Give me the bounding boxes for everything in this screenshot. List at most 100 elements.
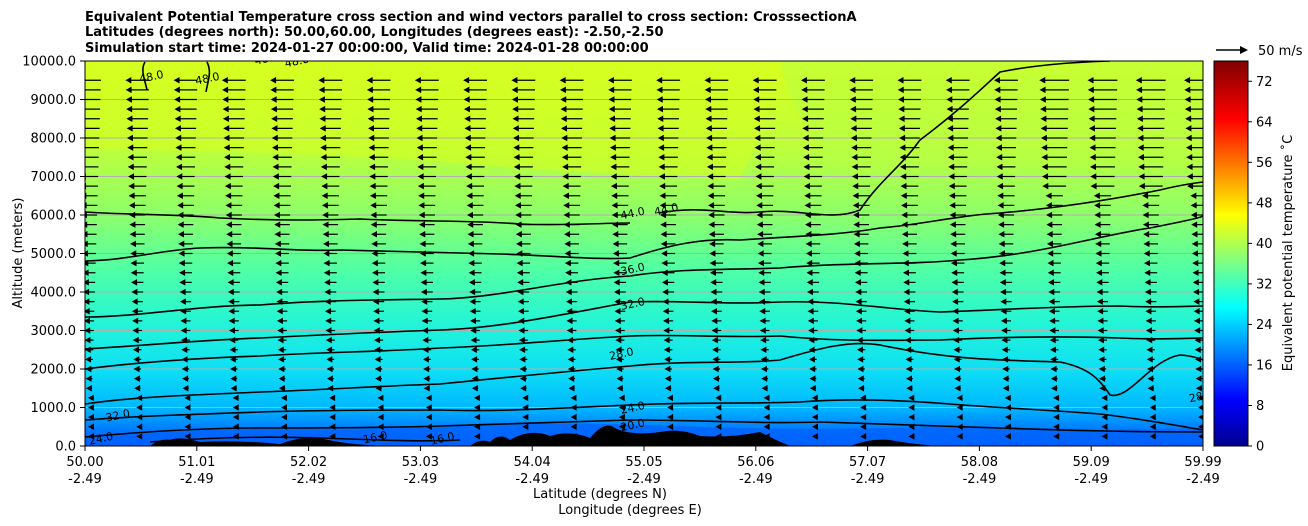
wind-arrow — [85, 317, 95, 325]
wind-arrow — [1002, 375, 1010, 382]
wind-arrow — [88, 433, 94, 440]
wind-arrow — [1146, 346, 1155, 353]
wind-arrow — [664, 385, 672, 392]
wind-arrow — [178, 250, 193, 257]
wind-arrow — [707, 182, 726, 190]
wind-arrow — [129, 221, 146, 228]
wind-arrow — [560, 115, 583, 122]
wind-arrow — [469, 288, 481, 296]
wind-arrow — [759, 327, 770, 334]
wind-arrow — [902, 250, 917, 257]
wind-arrow — [994, 105, 1018, 113]
wind-arrow — [611, 202, 629, 209]
wind-arrow — [755, 173, 774, 180]
wind-arrow — [232, 394, 239, 402]
wind-arrow — [1042, 182, 1067, 190]
y-axis-label: Altitude (meters) — [11, 198, 26, 309]
wind-arrow — [1101, 404, 1108, 411]
wind-arrow — [1090, 173, 1115, 180]
wind-arrow — [131, 308, 143, 315]
wind-arrow — [610, 173, 630, 180]
wind-arrow — [419, 221, 435, 228]
wind-arrow — [87, 394, 94, 402]
wind-arrow — [854, 259, 868, 267]
wind-arrow — [763, 423, 770, 430]
colorbar-ticks: 0 8 16 24 32 40 48 56 64 72 — [1248, 75, 1273, 455]
wind-arrow — [1192, 269, 1203, 276]
colorbar-tick-label: 56 — [1256, 156, 1273, 171]
wind-arrow — [377, 404, 384, 411]
wind-arrow — [274, 240, 290, 248]
wind-arrow — [1049, 317, 1060, 325]
x-tick-label-lat: 52.02 — [290, 455, 327, 470]
wind-arrow — [860, 404, 867, 411]
wind-arrow — [85, 137, 100, 139]
wind-arrow — [85, 98, 101, 101]
wind-arrow — [416, 144, 437, 151]
wind-arrow — [800, 77, 825, 84]
wind-arrow — [757, 259, 772, 267]
wind-arrow — [667, 404, 674, 411]
wind-arrow — [763, 394, 770, 402]
wind-arrow — [465, 144, 486, 151]
wind-arrow — [906, 385, 913, 392]
wind-arrow — [369, 192, 388, 199]
wind-arrow — [1041, 154, 1067, 161]
wind-arrow — [470, 346, 480, 353]
wind-arrow — [133, 375, 141, 382]
wind-arrow — [372, 269, 386, 276]
wind-arrow — [715, 423, 722, 430]
wind-arrow — [1095, 250, 1110, 257]
wind-arrow — [661, 269, 675, 276]
wind-arrow — [184, 404, 191, 411]
wind-arrow — [1101, 433, 1108, 440]
wind-arrow — [87, 404, 94, 411]
wind-arrow — [857, 356, 866, 363]
wind-arrow — [664, 375, 672, 382]
wind-arrow — [85, 89, 101, 91]
wind-arrow — [809, 365, 817, 373]
wind-arrow — [1142, 221, 1159, 228]
contour-label: 32.0 — [619, 295, 646, 313]
wind-arrow — [223, 144, 244, 151]
wind-arrow — [229, 346, 239, 353]
wind-arrow — [520, 385, 527, 392]
wind-arrow — [664, 356, 673, 363]
wind-arrow — [1001, 327, 1011, 334]
wind-arrow — [562, 182, 581, 190]
wind-arrow — [126, 115, 149, 122]
y-tick-label: 0.0 — [55, 440, 76, 455]
wind-arrow — [567, 336, 577, 344]
wind-arrow — [562, 163, 582, 171]
wind-arrow — [855, 288, 868, 296]
wind-arrow — [806, 269, 820, 276]
wind-arrow — [1184, 77, 1203, 84]
wind-arrow — [272, 144, 293, 151]
wind-arrow — [849, 86, 873, 94]
wind-arrow — [1195, 356, 1203, 363]
wind-arrow — [947, 134, 968, 142]
wind-arrow — [1149, 423, 1156, 430]
wind-arrow — [276, 298, 288, 305]
wind-arrow — [898, 105, 921, 113]
wind-arrow — [1001, 356, 1010, 363]
wind-arrow — [997, 192, 1015, 199]
wind-arrow — [759, 308, 771, 315]
y-tick-label: 6000.0 — [31, 209, 77, 224]
wind-arrow — [471, 365, 479, 373]
wind-arrow — [468, 259, 482, 267]
x-tick-label-lon: -2.49 — [963, 472, 997, 487]
contour-label: 20.0 — [619, 416, 646, 434]
wind-arrow — [511, 86, 536, 94]
wind-arrow — [271, 125, 293, 132]
wind-arrow — [1094, 202, 1111, 209]
wind-arrow — [754, 134, 775, 142]
wind-arrow — [713, 385, 720, 392]
wind-arrow — [132, 317, 143, 325]
wind-arrow — [1004, 394, 1011, 402]
wind-arrow — [659, 182, 678, 190]
wind-arrow — [662, 288, 675, 296]
wind-arrow — [715, 433, 722, 440]
wind-arrow — [318, 96, 342, 103]
wind-arrow — [613, 288, 626, 296]
